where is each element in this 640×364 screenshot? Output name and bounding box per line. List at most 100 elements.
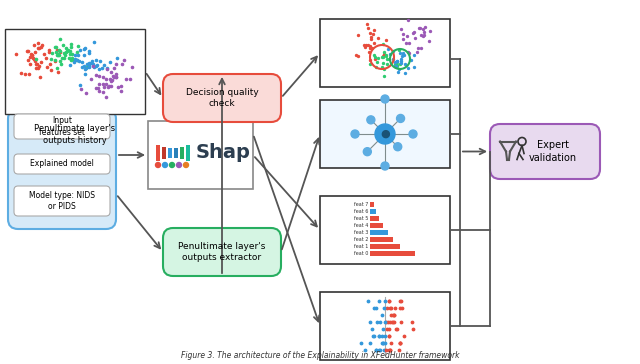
Point: [97, 81, 108, 87]
Point: [372, 55, 383, 60]
Text: feat 2: feat 2: [354, 237, 368, 242]
Text: feat 5: feat 5: [354, 216, 368, 221]
Point: [52, 69, 63, 75]
Point: [408, 326, 418, 332]
Point: [392, 58, 402, 64]
Point: [377, 333, 387, 339]
Text: Explained model: Explained model: [30, 159, 94, 169]
Point: [385, 319, 395, 325]
Point: [116, 88, 126, 94]
Point: [373, 298, 383, 304]
Point: [394, 47, 404, 53]
Point: [419, 32, 429, 38]
Point: [392, 326, 402, 332]
Point: [392, 63, 402, 69]
Point: [76, 86, 86, 92]
Point: [84, 64, 94, 70]
Point: [127, 64, 137, 70]
Point: [56, 61, 66, 67]
Point: [34, 63, 44, 69]
Point: [79, 45, 90, 51]
Point: [93, 66, 104, 72]
Point: [403, 49, 413, 55]
Point: [379, 73, 389, 79]
Point: [16, 70, 26, 76]
Point: [386, 340, 396, 346]
Point: [424, 38, 434, 44]
Point: [374, 333, 384, 339]
Point: [90, 39, 100, 44]
Point: [62, 48, 72, 54]
Point: [395, 305, 405, 311]
Point: [106, 83, 116, 88]
Text: Shap: Shap: [196, 143, 251, 162]
Text: Penultimate layer's
outputs extractor: Penultimate layer's outputs extractor: [179, 242, 266, 262]
Point: [65, 51, 75, 57]
Point: [91, 72, 101, 78]
Point: [35, 74, 45, 80]
Point: [371, 305, 381, 311]
Point: [375, 319, 385, 325]
Circle shape: [367, 116, 375, 124]
Point: [70, 52, 80, 58]
Point: [363, 25, 373, 31]
Point: [373, 35, 383, 41]
Point: [33, 64, 44, 70]
Point: [403, 65, 413, 71]
Point: [50, 58, 60, 63]
Point: [409, 29, 419, 35]
Point: [72, 52, 83, 58]
Point: [383, 46, 394, 52]
Point: [384, 56, 394, 62]
Point: [88, 58, 98, 63]
Point: [396, 60, 406, 66]
Point: [51, 44, 61, 50]
Bar: [370, 216, 379, 221]
Bar: [186, 145, 190, 161]
Point: [382, 326, 392, 332]
Point: [69, 56, 79, 62]
Point: [58, 43, 68, 48]
Point: [386, 305, 396, 311]
Text: Expert
validation: Expert validation: [529, 140, 577, 163]
Point: [77, 64, 87, 70]
Point: [378, 340, 388, 346]
Point: [81, 64, 92, 70]
Point: [72, 57, 83, 63]
Point: [378, 340, 388, 346]
Point: [65, 41, 76, 47]
Point: [391, 326, 401, 332]
Point: [408, 52, 419, 58]
Bar: [148, 121, 253, 189]
Point: [33, 46, 43, 51]
Point: [111, 74, 121, 80]
Text: Penultimate layer's
outputs history: Penultimate layer's outputs history: [35, 124, 116, 145]
Point: [84, 63, 94, 69]
Point: [117, 61, 127, 67]
Point: [362, 21, 372, 27]
Point: [358, 43, 369, 48]
Point: [385, 347, 396, 353]
Point: [104, 83, 114, 89]
Point: [378, 41, 388, 47]
Bar: [370, 244, 400, 249]
Point: [111, 74, 121, 80]
Point: [396, 298, 406, 304]
Point: [33, 45, 44, 51]
Point: [383, 298, 394, 304]
Point: [81, 65, 91, 71]
Point: [388, 312, 399, 318]
Bar: [370, 251, 415, 256]
Point: [425, 28, 435, 34]
Point: [54, 52, 64, 58]
Bar: [320, 196, 450, 264]
Point: [383, 319, 393, 325]
Point: [61, 49, 72, 55]
Point: [369, 52, 379, 58]
FancyBboxPatch shape: [490, 124, 600, 179]
Point: [65, 48, 75, 54]
Point: [355, 340, 365, 346]
Point: [111, 55, 122, 61]
Point: [86, 60, 96, 66]
Point: [380, 333, 390, 339]
